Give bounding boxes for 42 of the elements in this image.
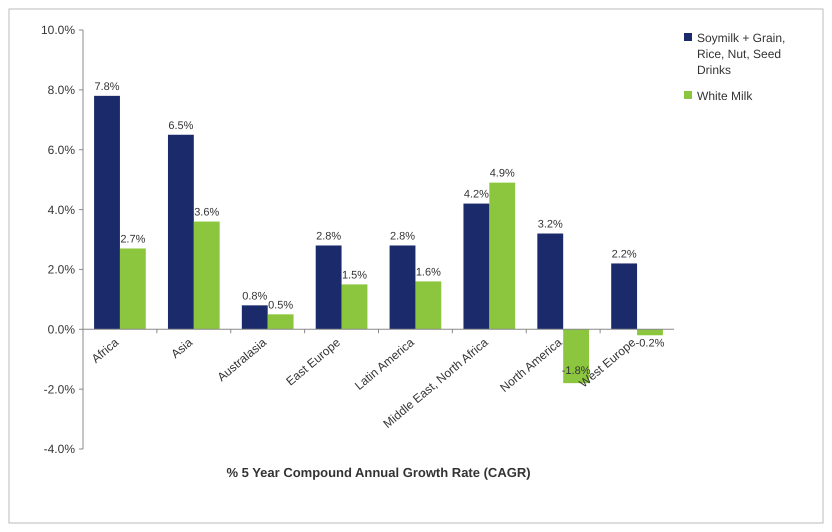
bar (463, 204, 490, 330)
data-label: 4.9% (490, 168, 515, 180)
y-tick-label: -2.0% (44, 382, 76, 396)
bar (168, 134, 194, 330)
data-label: 7.8% (94, 80, 120, 93)
data-label: 0.5% (268, 299, 294, 312)
y-tick-label: 6.0% (48, 142, 76, 157)
data-label: 2.8% (390, 230, 416, 242)
y-tick-label: 4.0% (48, 202, 76, 217)
bar (120, 248, 146, 330)
legend-label: Soymilk + Grain, Rice, Nut, Seed Drinks (697, 31, 786, 77)
data-label: 2.2% (612, 248, 637, 260)
data-label: 1.5% (342, 269, 368, 282)
bar (342, 284, 368, 330)
data-label: 1.6% (416, 266, 442, 278)
data-label: -0.2% (636, 337, 665, 350)
bar (489, 182, 516, 330)
y-tick-label: 8.0% (48, 83, 76, 98)
data-label: 6.5% (168, 120, 194, 132)
bar (242, 305, 268, 330)
bar (268, 314, 294, 330)
data-label: 0.8% (242, 290, 268, 302)
y-tick-label: 0.0% (48, 322, 76, 336)
data-label: 2.7% (120, 233, 146, 246)
bar (316, 245, 342, 330)
x-tick-label: Asia (168, 335, 196, 362)
bar (390, 245, 416, 330)
bar (637, 329, 663, 336)
x-axis-title: % 5 Year Compound Annual Growth Rate (CAGR) (226, 465, 531, 480)
bar (611, 263, 638, 330)
data-label: 3.6% (194, 206, 220, 219)
data-label: 4.2% (464, 188, 490, 201)
bar (194, 222, 220, 330)
bar (537, 234, 564, 330)
data-label: 2.8% (316, 230, 342, 242)
y-tick-label: 10.0% (40, 23, 76, 38)
legend-label: White Milk (697, 89, 754, 103)
y-tick-label: -4.0% (44, 442, 76, 456)
bar (415, 281, 442, 330)
bar (94, 96, 120, 330)
data-label: 3.2% (538, 218, 564, 231)
y-tick-label: 2.0% (48, 262, 76, 277)
